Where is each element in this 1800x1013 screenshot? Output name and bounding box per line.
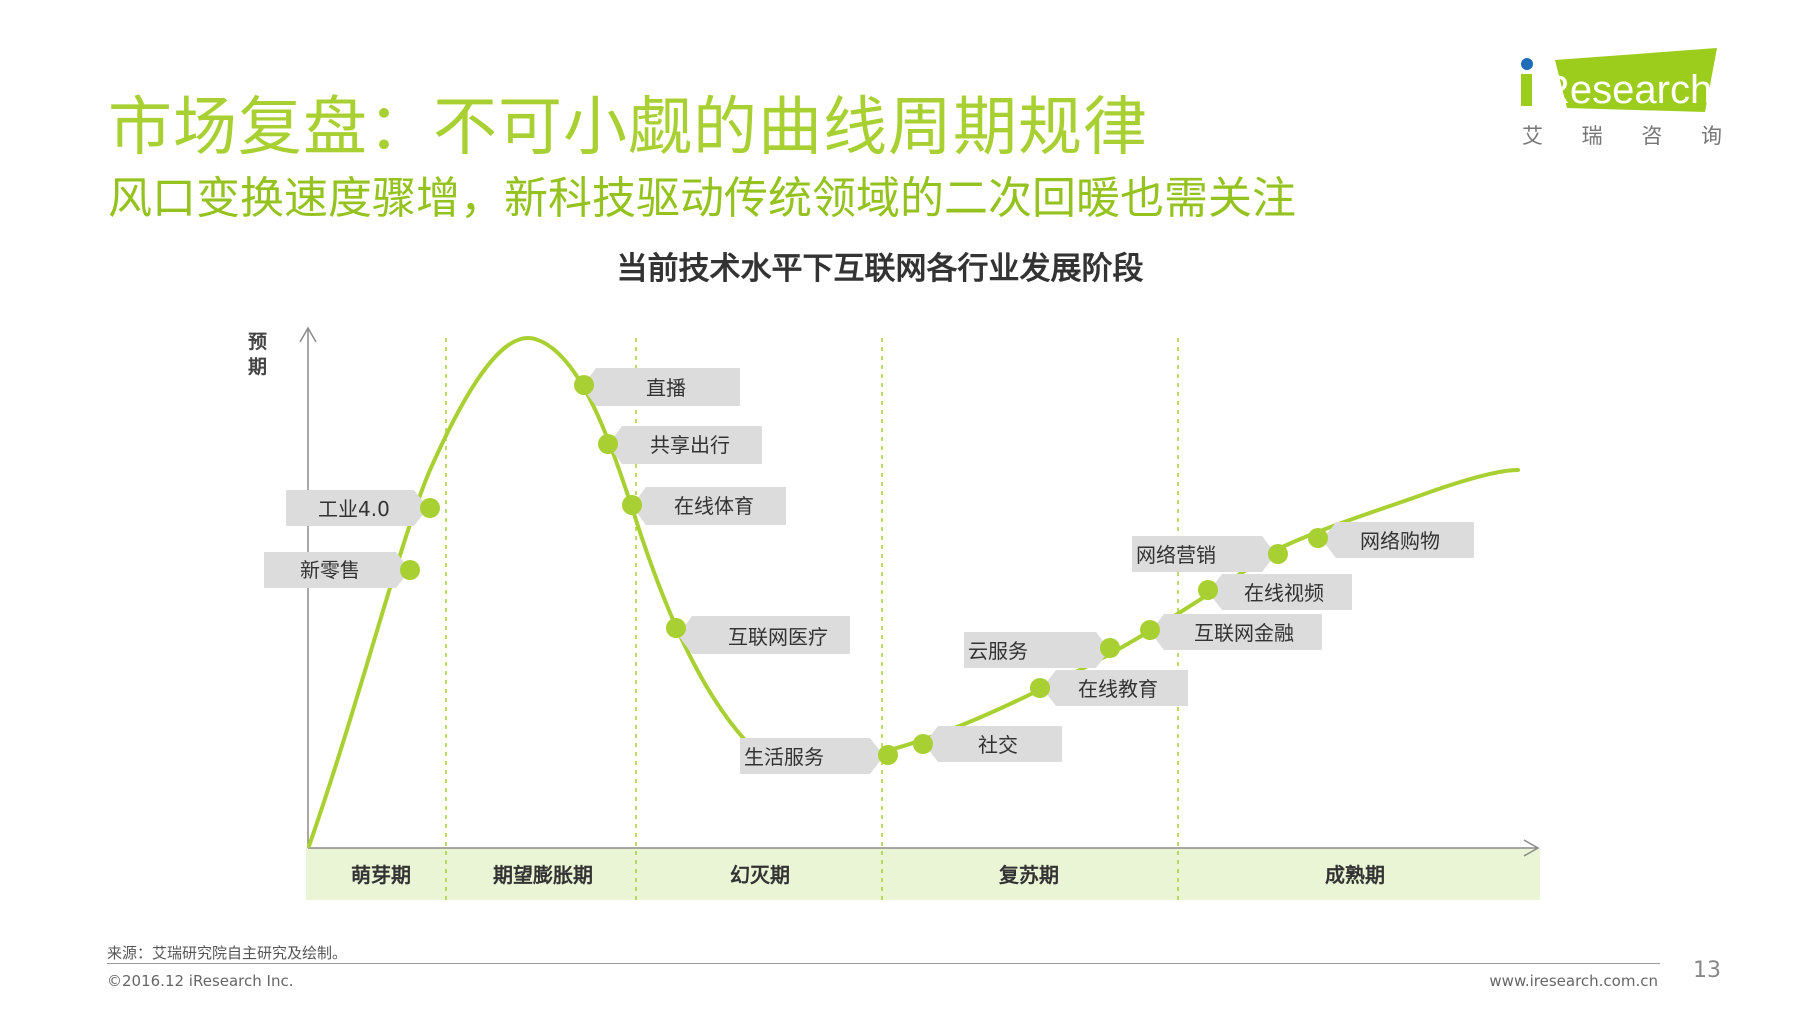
curve-point (622, 495, 642, 515)
label-text: 网络购物 (1360, 529, 1440, 553)
logo-green-banner (1555, 48, 1717, 112)
label-online-video: 在线视频 (1198, 574, 1352, 610)
curve-point (598, 434, 618, 454)
curve-point (878, 745, 898, 765)
label-text: 云服务 (968, 639, 1028, 663)
phase-label-maturity: 成熟期 (1325, 863, 1385, 887)
curve-point (1198, 580, 1218, 600)
page-number: 13 (1693, 958, 1721, 983)
y-axis-label-char-2: 期 (248, 356, 267, 378)
logo-char: 艾 (1522, 124, 1543, 148)
label-text: 工业4.0 (318, 497, 390, 521)
website-link[interactable]: www.iresearch.com.cn (1489, 972, 1658, 990)
copyright: ©2016.12 iResearch Inc. (107, 972, 294, 990)
page-subtitle: 风口变换速度骤增，新科技驱动传统领域的二次回暖也需关注 (108, 173, 1296, 224)
y-axis-label: 预 期 (248, 331, 274, 378)
label-text: 互联网金融 (1194, 621, 1294, 645)
label-text: 在线体育 (674, 494, 754, 518)
label-box (1042, 670, 1188, 706)
page-title: 市场复盘：不可小觑的曲线周期规律 (108, 91, 1148, 165)
label-social: 社交 (913, 726, 1062, 762)
y-axis-arrow (299, 326, 317, 343)
x-axis-arrow (1523, 839, 1540, 857)
label-internet-finance: 互联网金融 (1140, 614, 1322, 650)
label-box (1208, 574, 1352, 610)
logo-i-dot (1521, 58, 1533, 70)
label-industry-4: 工业4.0 (286, 490, 440, 526)
curve-point (1140, 620, 1160, 640)
iresearch-logo: Research (1521, 48, 1717, 112)
curve-point (1268, 544, 1288, 564)
curve-point (574, 375, 594, 395)
footer-divider (107, 963, 1660, 964)
phase-label-disillusionment: 幻灭期 (730, 863, 790, 887)
label-text: 生活服务 (744, 745, 824, 769)
label-box (608, 426, 762, 464)
diagram-title: 当前技术水平下互联网各行业发展阶段 (616, 251, 1144, 287)
label-online-sports: 在线体育 (622, 487, 786, 525)
label-text: 社交 (978, 733, 1018, 757)
label-box (740, 738, 884, 774)
curve-point (1030, 678, 1050, 698)
curve-point (400, 560, 420, 580)
curve-point (1308, 528, 1328, 548)
label-box (632, 487, 786, 525)
logo-brand-text: Research (1541, 68, 1712, 112)
curve-point (1100, 638, 1120, 658)
logo-subtitle: 艾 瑞 咨 询 (1522, 120, 1722, 150)
label-shared-mobility: 共享出行 (598, 426, 762, 464)
curve-point (420, 498, 440, 518)
logo-char: 咨 (1641, 124, 1663, 148)
label-new-retail: 新零售 (264, 552, 420, 588)
label-box (678, 616, 850, 654)
label-live-streaming: 直播 (574, 368, 740, 406)
logo-char: 瑞 (1581, 124, 1603, 148)
label-box (924, 726, 1062, 762)
label-internet-healthcare: 互联网医疗 (666, 616, 850, 654)
curve-point (913, 734, 933, 754)
phase-label-germination: 萌芽期 (351, 863, 411, 887)
label-box (582, 368, 740, 406)
label-box (264, 552, 410, 588)
curve-point (666, 618, 686, 638)
label-box (286, 490, 428, 526)
label-box (1150, 614, 1322, 650)
y-axis-label-char-1: 预 (248, 331, 267, 353)
label-online-marketing: 网络营销 (1132, 536, 1288, 572)
label-life-services: 生活服务 (740, 738, 898, 774)
label-text: 在线视频 (1244, 581, 1324, 605)
label-box (964, 632, 1110, 668)
logo-i-stem (1521, 74, 1532, 106)
label-online-education: 在线教育 (1030, 670, 1188, 706)
label-cloud-services: 云服务 (964, 632, 1120, 668)
label-text: 在线教育 (1078, 677, 1158, 701)
label-box (1132, 536, 1276, 572)
logo-char: 询 (1700, 124, 1722, 148)
label-text: 互联网医疗 (728, 625, 828, 649)
label-text: 新零售 (300, 558, 360, 582)
label-text: 直播 (646, 376, 686, 400)
phase-label-inflated-expectations: 期望膨胀期 (493, 863, 593, 887)
source-note: 来源：艾瑞研究院自主研究及绘制。 (107, 944, 348, 962)
label-box (1322, 522, 1474, 558)
label-text: 网络营销 (1136, 543, 1216, 567)
label-text: 共享出行 (650, 433, 730, 457)
phase-label-recovery: 复苏期 (998, 863, 1059, 887)
phase-band (306, 848, 1540, 900)
label-online-shopping: 网络购物 (1308, 522, 1474, 558)
